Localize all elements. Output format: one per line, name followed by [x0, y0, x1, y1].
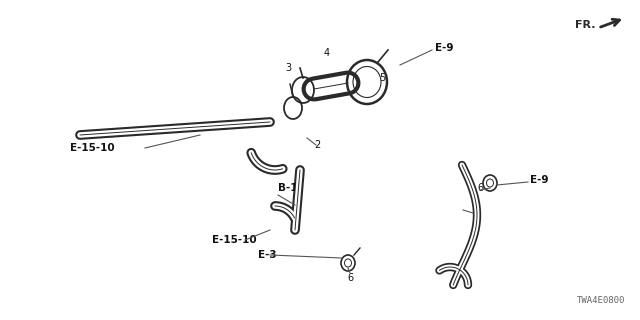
Text: 6: 6 [477, 183, 483, 193]
Text: 5: 5 [379, 73, 385, 83]
Text: 1: 1 [473, 208, 479, 218]
Text: E-9: E-9 [435, 43, 454, 53]
Text: E-9: E-9 [530, 175, 548, 185]
Text: TWA4E0800: TWA4E0800 [577, 296, 625, 305]
Text: FR.: FR. [575, 20, 596, 30]
Text: 2: 2 [314, 140, 320, 150]
Text: 6: 6 [347, 273, 353, 283]
Text: 4: 4 [324, 48, 330, 58]
Text: B-1: B-1 [278, 183, 298, 193]
Text: E-15-10: E-15-10 [70, 143, 115, 153]
Text: E-15-10: E-15-10 [212, 235, 257, 245]
Text: 3: 3 [285, 63, 291, 73]
Text: E-3: E-3 [258, 250, 276, 260]
